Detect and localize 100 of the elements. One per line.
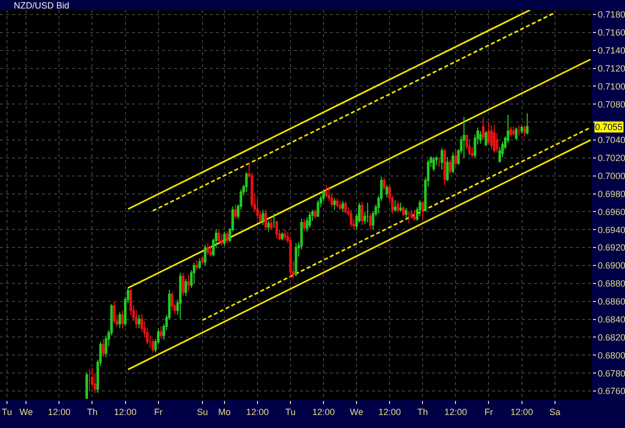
candlestick <box>399 202 402 212</box>
candlestick <box>152 338 154 353</box>
candlestick <box>518 125 520 136</box>
y-tick-label: 0.6900 <box>598 260 625 271</box>
candlestick <box>443 148 446 186</box>
candlestick <box>408 211 410 224</box>
x-tick-label: 12:00 <box>312 406 335 417</box>
y-tick-label: 0.7120 <box>598 63 625 74</box>
candlestick <box>284 229 286 241</box>
candlestick <box>262 209 264 226</box>
candlestick <box>382 177 386 191</box>
candlestick <box>484 130 488 147</box>
y-tick-label: 0.7000 <box>598 171 625 182</box>
candlestick <box>160 326 162 340</box>
candlestick <box>280 232 284 241</box>
candlestick <box>479 130 482 144</box>
candlestick <box>446 156 449 182</box>
candlestick <box>314 208 317 220</box>
x-tick-label: 12:00 <box>378 406 401 417</box>
candlestick <box>402 206 405 217</box>
candlestick <box>102 338 105 358</box>
x-tick-label: Fr <box>484 406 493 417</box>
candlestick <box>325 184 328 198</box>
candlestick <box>366 202 369 223</box>
y-tick-label: 0.7020 <box>598 153 625 164</box>
candlestick <box>492 124 496 154</box>
candlestick <box>270 218 272 230</box>
candlestick <box>413 209 416 222</box>
x-tick-label: 12:00 <box>48 406 70 417</box>
candlestick <box>344 200 347 214</box>
candlestick <box>184 278 188 296</box>
candlestick <box>316 200 320 217</box>
y-tick-label: 0.6780 <box>598 368 625 378</box>
candlestick <box>264 209 267 230</box>
candlestick <box>88 369 91 392</box>
candlestick <box>192 262 196 284</box>
candlestick <box>187 274 190 292</box>
candlestick <box>85 372 88 399</box>
candlestick <box>432 156 435 172</box>
y-tick-label: 0.6820 <box>598 332 625 342</box>
x-tick-label: Fr <box>154 406 163 417</box>
candlestick <box>113 300 116 324</box>
x-tick-label: 12:00 <box>510 406 534 417</box>
x-tick-label: Th <box>86 406 98 417</box>
y-tick-label: 0.6980 <box>598 188 625 199</box>
candlestick <box>421 200 424 220</box>
candlestick <box>272 213 276 228</box>
y-tick-label: 0.7080 <box>598 99 625 110</box>
candlestick <box>234 204 237 220</box>
y-tick-label: 0.7100 <box>598 81 625 92</box>
y-tick-label: 0.6800 <box>598 350 625 360</box>
candlestick <box>338 200 342 210</box>
candlestick <box>448 159 452 175</box>
candlestick <box>302 218 306 232</box>
candlestick <box>369 213 372 230</box>
y-tick-label: 0.6920 <box>598 242 625 253</box>
candlestick <box>418 200 422 217</box>
candlestick <box>360 201 364 226</box>
candlestick <box>196 260 198 270</box>
candlestick <box>394 200 396 212</box>
candlestick <box>223 230 226 246</box>
candlestick <box>462 116 466 158</box>
candlestick <box>336 198 339 208</box>
x-tick-label: Tu <box>285 406 296 417</box>
x-tick-label: 12:00 <box>114 406 137 417</box>
y-tick-label: 0.7140 <box>598 45 625 56</box>
y-tick-label: 0.6940 <box>598 224 625 235</box>
candlestick <box>386 184 388 198</box>
candlestick <box>220 234 223 246</box>
annotation: 0.7055 <box>595 122 623 132</box>
candlestick <box>350 209 352 228</box>
candlestick <box>294 242 298 277</box>
candlestick <box>245 172 248 192</box>
candlestick <box>179 272 182 320</box>
y-tick-label: 0.6960 <box>598 206 625 217</box>
y-tick-label: 0.6880 <box>598 278 625 289</box>
y-tick-label: 0.6860 <box>598 296 625 307</box>
x-tick-label: 12:00 <box>444 406 467 417</box>
candlestick <box>226 230 228 244</box>
candlestick <box>410 209 413 220</box>
candlestick <box>342 200 344 212</box>
candlestick <box>209 245 212 258</box>
candlestick <box>256 198 259 220</box>
candlestick <box>454 149 457 168</box>
candlestick <box>512 126 515 136</box>
x-tick-label: Mo <box>218 406 231 417</box>
y-tick-label: 0.6760 <box>598 386 625 396</box>
candlestick <box>515 126 518 140</box>
candlestick <box>523 125 526 137</box>
y-tick-label: 0.6840 <box>598 314 625 324</box>
candlestick <box>438 157 440 168</box>
x-tick-label: We <box>350 406 364 417</box>
candlestick <box>452 152 454 174</box>
x-tick-label: Sa <box>549 406 560 417</box>
candlestick <box>333 198 336 210</box>
candlestick <box>198 258 201 270</box>
candlestick <box>275 220 278 240</box>
x-tick-label: Tu <box>2 406 12 417</box>
candlestick <box>396 200 400 212</box>
candlestick <box>308 211 312 228</box>
